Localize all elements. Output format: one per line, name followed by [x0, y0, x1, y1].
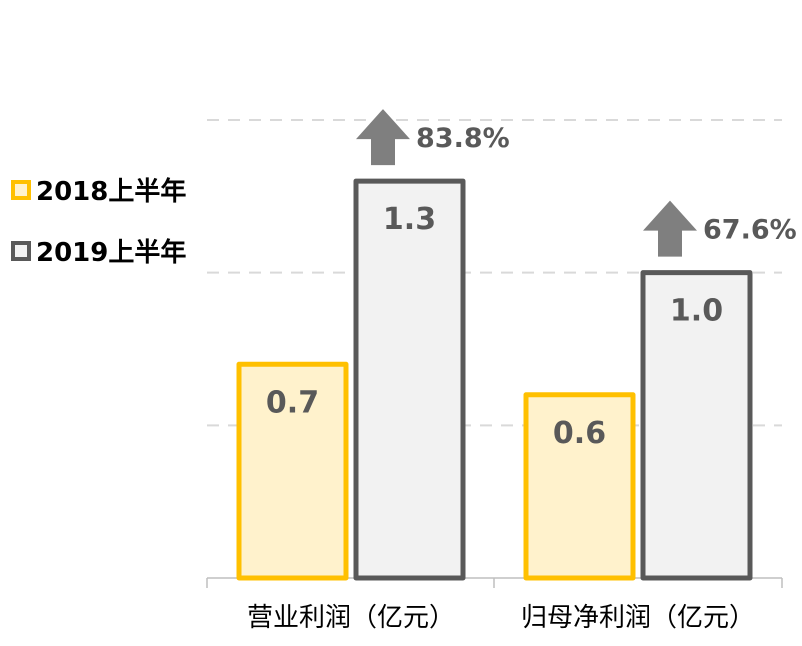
data-labels: 0.7 1.3 0.6 1.0 [266, 202, 723, 451]
bar-s1-c1 [640, 270, 753, 581]
bar-s1-c0 [353, 178, 466, 581]
growth-label-1: 67.6% [703, 215, 797, 246]
growth-label-0: 83.8% [416, 123, 510, 154]
legend-swatch-0 [11, 180, 31, 200]
legend-label-1: 2019上半年 [36, 237, 186, 268]
category-label-1: 归母净利润（亿元） [521, 603, 755, 633]
legend-label-0: 2018上半年 [36, 176, 186, 207]
up-arrow-icon [643, 200, 697, 257]
data-label-s0-c0: 0.7 [266, 385, 319, 420]
data-label-s1-c1: 1.0 [670, 294, 723, 329]
legend: 2018上半年 2019上半年 [11, 176, 186, 268]
up-arrow-icon [356, 109, 410, 166]
bars [236, 178, 753, 581]
legend-swatch-1 [11, 241, 31, 261]
category-labels: 营业利润（亿元） 归母净利润（亿元） [247, 603, 755, 633]
category-label-0: 营业利润（亿元） [247, 603, 455, 633]
data-label-s0-c1: 0.6 [553, 416, 606, 451]
growth-annotations: 83.8% 67.6% [356, 109, 797, 257]
data-label-s1-c0: 1.3 [383, 202, 436, 237]
bar-s0-c0 [236, 361, 349, 581]
bar-s0-c1 [523, 392, 636, 581]
